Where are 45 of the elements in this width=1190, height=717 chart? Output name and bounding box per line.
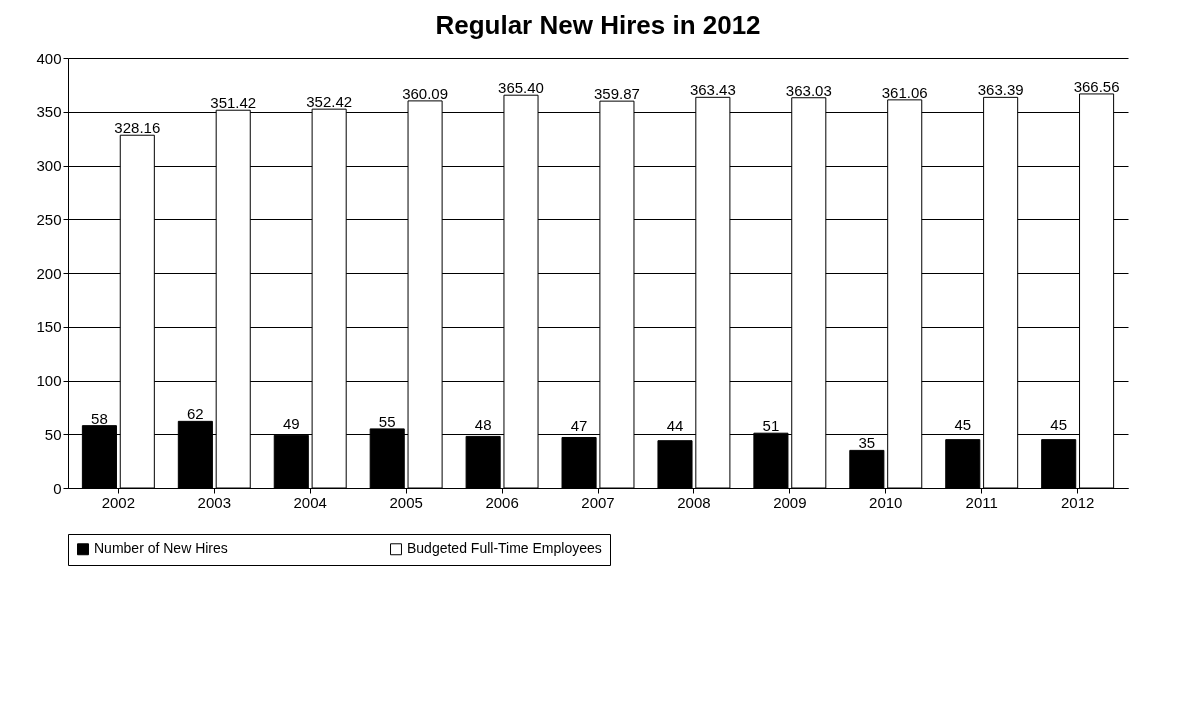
data-label: 365.40 — [498, 79, 544, 97]
y-tick-label: 50 — [44, 425, 62, 443]
y-tick-label: 150 — [36, 318, 62, 336]
x-tick-label: 2005 — [389, 493, 423, 511]
data-label: 361.06 — [881, 83, 928, 101]
data-label: 363.03 — [785, 81, 832, 99]
x-tick-label: 2012 — [1060, 493, 1095, 511]
data-label: 48 — [474, 416, 492, 434]
data-label: 44 — [666, 416, 684, 434]
data-label: 328.16 — [114, 119, 161, 137]
data-label: 62 — [187, 405, 204, 423]
y-tick-label: 100 — [36, 372, 62, 389]
data-label: 366.56 — [1073, 77, 1120, 95]
legend-label: Number of New Hires — [94, 540, 228, 557]
data-label: 359.87 — [593, 85, 640, 103]
y-tick-label: 400 — [36, 49, 62, 67]
y-tick-label: 0 — [53, 479, 62, 497]
x-tick-label: 2011 — [965, 493, 998, 511]
y-tick-label: 300 — [36, 157, 62, 174]
legend-label: Budgeted Full-Time Employees — [407, 540, 602, 557]
x-tick-label: 2010 — [869, 493, 903, 511]
data-label: 55 — [378, 412, 396, 430]
x-tick-label: 2007 — [581, 493, 615, 511]
data-label: 363.39 — [977, 81, 1024, 99]
x-tick-label: 2004 — [293, 493, 327, 511]
x-tick-label: 2009 — [773, 493, 807, 511]
data-label: 360.09 — [402, 84, 449, 102]
data-label: 363.43 — [689, 81, 736, 99]
x-tick-label: 2003 — [197, 493, 231, 511]
y-tick-label: 200 — [36, 264, 62, 282]
y-tick-label: 250 — [36, 210, 62, 228]
x-tick-label: 2008 — [677, 493, 711, 511]
chart-title: Regular New Hires in 2012 — [435, 10, 761, 40]
data-label: 49 — [282, 415, 300, 433]
x-tick-label: 2006 — [485, 493, 519, 511]
data-label: 352.42 — [306, 93, 353, 111]
data-label: 58 — [91, 409, 108, 427]
data-label: 45 — [1050, 415, 1068, 433]
data-label: 47 — [570, 417, 588, 435]
data-label: 351.42 — [210, 94, 257, 112]
data-label: 45 — [954, 415, 972, 433]
data-label: 35 — [858, 434, 876, 452]
data-label: 51 — [762, 417, 780, 435]
y-tick-label: 350 — [36, 103, 62, 121]
x-tick-label: 2002 — [101, 493, 136, 511]
